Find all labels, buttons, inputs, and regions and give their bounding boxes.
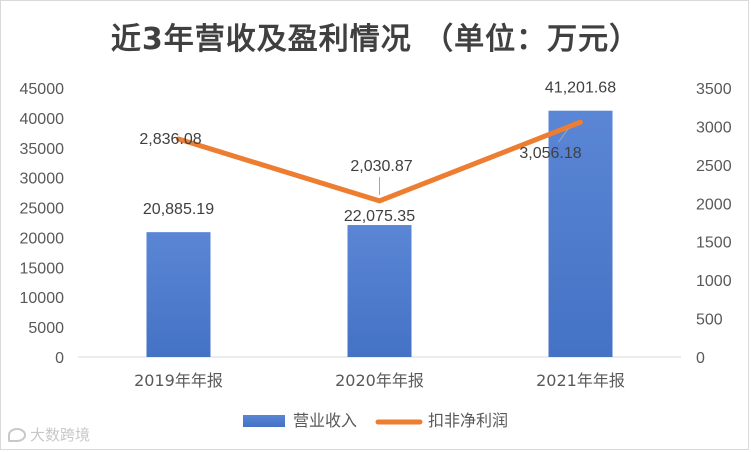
y-right-tick-label: 2500 <box>696 158 732 175</box>
y-right-tick-label: 1000 <box>696 273 732 290</box>
x-tick-label: 2019年年报 <box>134 371 223 390</box>
chart-title: 近3年营收及盈利情况 （单位：万元） <box>110 22 641 57</box>
y-right-tick-label: 3500 <box>696 81 732 98</box>
x-tick-label: 2021年年报 <box>536 371 625 390</box>
y-right-tick-label: 3000 <box>696 119 732 136</box>
y-left-tick-label: 30000 <box>20 171 65 188</box>
legend-swatch-revenue <box>243 415 285 427</box>
bar-data-label: 41,201.68 <box>545 80 616 97</box>
watermark-logo-icon <box>8 427 26 442</box>
y-left-tick-label: 15000 <box>20 260 65 277</box>
y-right-tick-label: 2000 <box>696 196 732 213</box>
y-left-tick-label: 45000 <box>20 81 65 98</box>
y-left-tick-label: 25000 <box>20 201 65 218</box>
legend-label-net-profit: 扣非净利润 <box>428 411 508 430</box>
y-left-tick-label: 5000 <box>28 320 64 337</box>
bar-data-label: 20,885.19 <box>143 201 214 218</box>
y-left-tick-label: 0 <box>55 350 64 367</box>
y-left-tick-label: 35000 <box>20 141 65 158</box>
y-left-tick-label: 40000 <box>20 111 65 128</box>
bar-data-label: 22,075.35 <box>344 208 415 225</box>
y-right-tick-label: 500 <box>696 312 723 329</box>
line-data-label: 2,836.08 <box>139 131 201 148</box>
y-left-tick-label: 10000 <box>20 290 65 307</box>
line-data-label: 2,030.87 <box>350 158 412 175</box>
bar-revenue <box>146 232 211 357</box>
line-net-profit <box>176 119 583 204</box>
legend-label-revenue: 营业收入 <box>293 411 357 430</box>
y-left-tick-label: 20000 <box>20 230 65 247</box>
x-tick-label: 2020年年报 <box>335 371 424 390</box>
data-label-leader <box>558 127 569 143</box>
line-data-label: 3,056.18 <box>519 145 581 162</box>
y-right-tick-label: 1500 <box>696 235 732 252</box>
watermark-text: 大数跨境 <box>30 426 91 444</box>
bar-revenue <box>347 225 412 357</box>
watermark: 大数跨境 <box>8 424 90 445</box>
bar-revenue <box>548 110 613 358</box>
y-right-tick-label: 0 <box>696 350 705 367</box>
